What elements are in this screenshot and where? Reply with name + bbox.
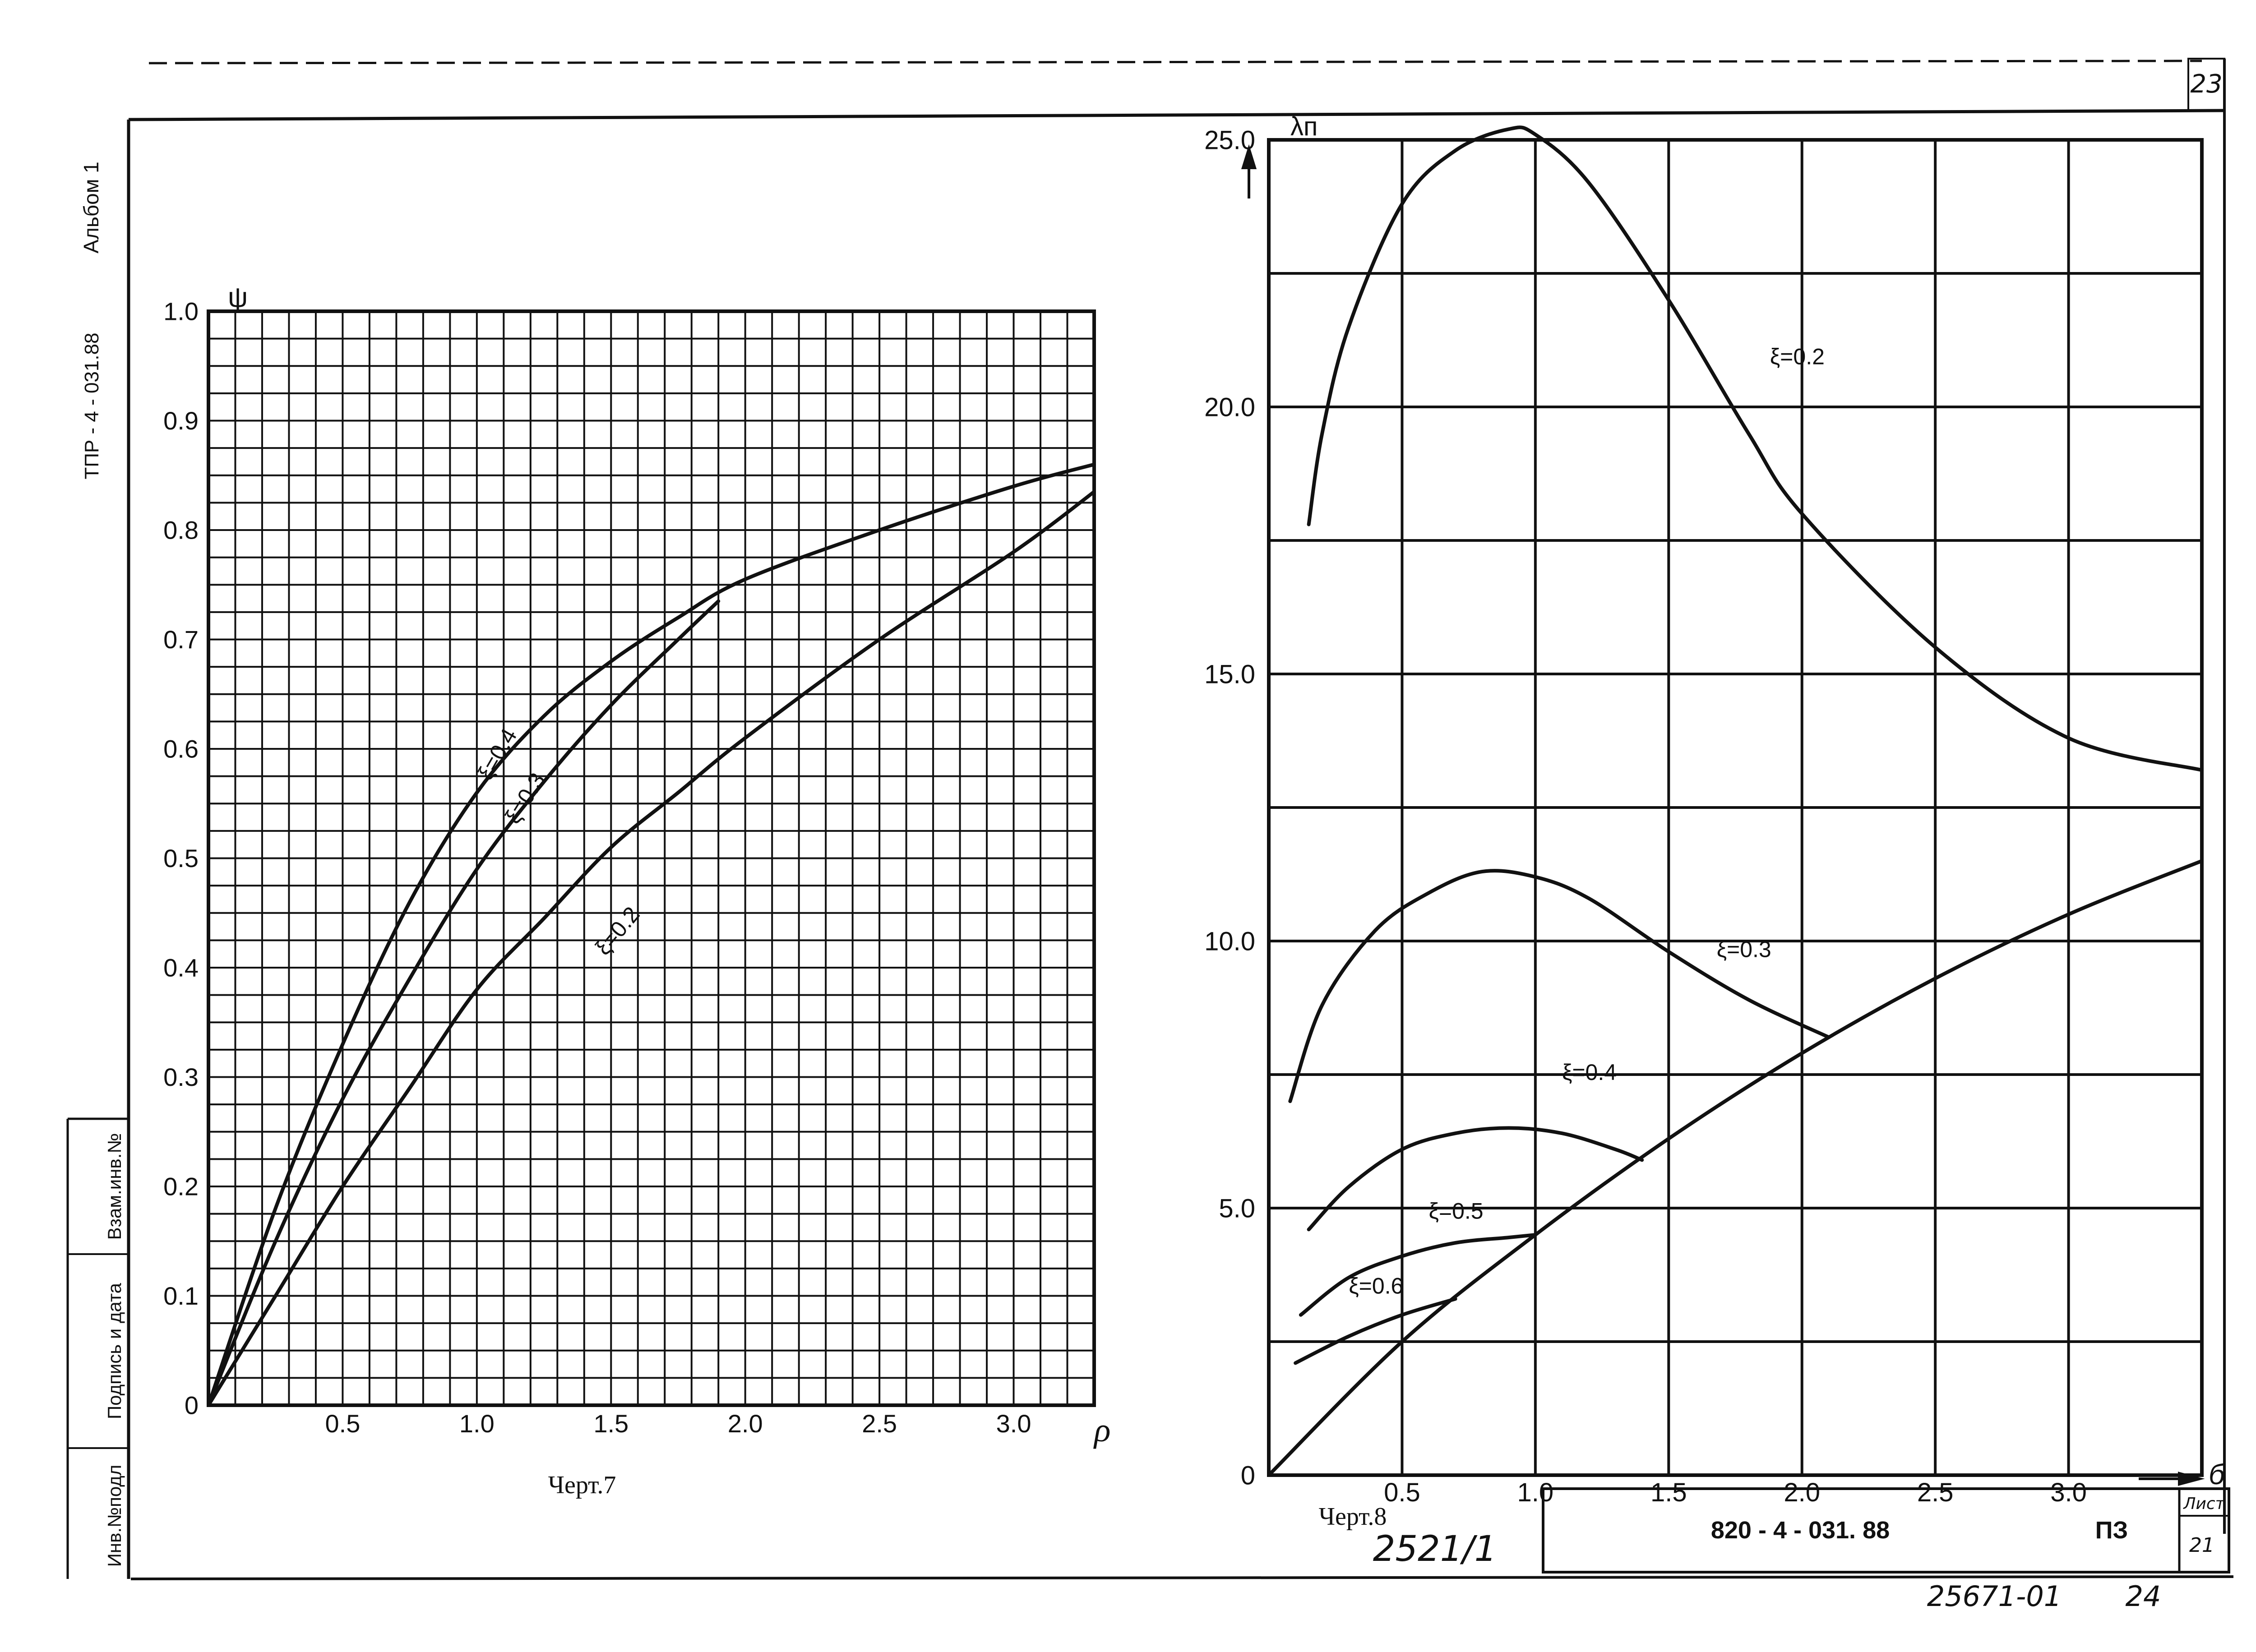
chart8-series [1267, 125, 2204, 1477]
page-number: 23 [2190, 69, 2222, 99]
y-tick-label: 0.7 [163, 625, 199, 654]
y-tick-label: 0.6 [163, 735, 199, 763]
series-line-3 [207, 490, 1096, 1407]
chart7-frame [207, 309, 1096, 1407]
y-tick-label: 0.1 [163, 1282, 199, 1310]
chart-cherr7: 0.5 1.0 1.5 2.0 2.5 3.0 0 0.1 0.2 0.3 0.4 0.5 0.6 0.… [163, 282, 1110, 1499]
chart7-y-symbol: ψ [228, 282, 248, 313]
series-line-1 [1307, 125, 2204, 772]
chart7-grid [208, 311, 1094, 1405]
x-tick-label: 2.5 [862, 1409, 897, 1438]
y-tick-label: 1.0 [163, 297, 199, 326]
series-label-5: ξ=0.6 [1349, 1273, 1403, 1298]
series-line-4 [1299, 1233, 1537, 1317]
doc-type: ПЗ [2095, 1517, 2128, 1544]
title-block: 820 - 4 - 031. 88 ПЗ Лист 21 [1542, 1487, 2230, 1574]
handwritten-number-1: 2521/1 [1373, 1529, 1497, 1569]
chart8-y-symbol: λп [1290, 112, 1318, 141]
y-tick-label: 20.0 [1204, 392, 1255, 422]
y-tick-label: 0 [185, 1391, 199, 1420]
doc-code: 820 - 4 - 031. 88 [1711, 1517, 1890, 1544]
left-margin-stamps: Альбом 1 ТПР - 4 - 031.88 Инв.№подл Подп… [66, 162, 130, 1579]
list-label: Лист [2182, 1495, 2225, 1513]
series-line-6 [1267, 859, 2204, 1477]
handwritten-number-3: 24 [2126, 1580, 2161, 1613]
chart-cherr8: 0.5 1.0 1.5 2.0 2.5 3.0 05.010.015.020.025.0 … [1204, 112, 2226, 1531]
chart8-caption: Черт.8 [1319, 1503, 1387, 1531]
series-label-1: ξ=0.2 [1770, 344, 1825, 369]
stamp-field-signature: Подпись и дата [104, 1283, 125, 1419]
album-label: Альбом 1 [79, 162, 103, 253]
x-tick-label: 1.5 [1650, 1478, 1687, 1507]
doc-code-vertical: ТПР - 4 - 031.88 [81, 332, 103, 479]
series-label-2: ξ=0.3 [1717, 937, 1771, 962]
x-tick-label: 3.0 [996, 1409, 1031, 1438]
y-tick-label: 5.0 [1219, 1194, 1255, 1223]
chart8-x-symbol: б [2209, 1458, 2226, 1490]
x-tick-label: 1.0 [1517, 1478, 1554, 1507]
stamp-field-replaced: Взам.инв.№ [104, 1133, 125, 1240]
y-tick-label: 0.9 [163, 406, 199, 435]
list-number: 21 [2189, 1534, 2214, 1557]
chart7-x-symbol: ρ [1093, 1411, 1110, 1449]
chart8-x-ticks: 0.5 1.0 1.5 2.0 2.5 3.0 [1384, 1478, 2087, 1507]
series-label-1: ξ=0.4 [473, 724, 522, 784]
chart8-x-arrow [2139, 1472, 2205, 1486]
series-label-3: ξ=0.2 [590, 902, 645, 960]
stamp-field-inv: Инв.№подл [104, 1465, 125, 1567]
y-tick-label: 0.3 [163, 1063, 199, 1091]
chart8-frame [1267, 138, 2204, 1477]
series-line-1 [207, 462, 1096, 1407]
handwritten-number-2: 25671-01 [1927, 1580, 2062, 1613]
y-tick-label: 0.2 [163, 1172, 199, 1201]
sheet-frame [127, 58, 2234, 1580]
x-tick-label: 2.5 [1917, 1478, 1954, 1507]
series-label-4: ξ=0.5 [1429, 1199, 1484, 1224]
y-tick-label: 0 [1241, 1461, 1255, 1490]
x-tick-label: 1.5 [593, 1409, 629, 1438]
x-tick-label: 0.5 [1384, 1478, 1420, 1507]
x-tick-label: 2.0 [728, 1409, 763, 1438]
chart7-y-ticks: 0 0.1 0.2 0.3 0.4 0.5 0.6 0.7 0.8 0.9 1.0 [163, 297, 199, 1420]
chart7-series [207, 462, 1096, 1407]
chart8-y-arrow [1241, 144, 1257, 198]
x-tick-label: 0.5 [325, 1409, 360, 1438]
chart8-grid [1269, 140, 2202, 1475]
x-tick-label: 1.0 [459, 1409, 495, 1438]
chart8-y-ticks: 0 5.0 10.0 15.0 20.0 25.0 [1204, 125, 1255, 1490]
y-tick-label: 15.0 [1204, 660, 1255, 689]
y-tick-label: 0.4 [163, 954, 199, 982]
plot-frame [207, 309, 1096, 1407]
series-line-2 [1288, 869, 1831, 1103]
series-label-2: ξ=0.3 [500, 768, 550, 828]
x-tick-label: 2.0 [1784, 1478, 1820, 1507]
chart7-x-ticks: 0.5 1.0 1.5 2.0 2.5 3.0 [325, 1409, 1031, 1438]
y-tick-label: 25.0 [1204, 125, 1255, 155]
y-tick-label: 0.8 [163, 516, 199, 545]
y-tick-label: 10.0 [1204, 927, 1255, 956]
x-tick-label: 3.0 [2050, 1478, 2087, 1507]
chart7-caption: Черт.7 [548, 1471, 616, 1499]
series-line-2 [207, 599, 721, 1407]
y-tick-label: 0.5 [163, 844, 199, 872]
plot-frame [1267, 138, 2204, 1477]
chart8-series-labels: ξ=0.2 ξ=0.3 ξ=0.4 ξ=0.5 ξ=0.6 [1349, 344, 1825, 1298]
series-line-5 [1294, 1297, 1457, 1365]
series-line-3 [1307, 1126, 1644, 1232]
series-label-3: ξ=0.4 [1562, 1060, 1617, 1085]
